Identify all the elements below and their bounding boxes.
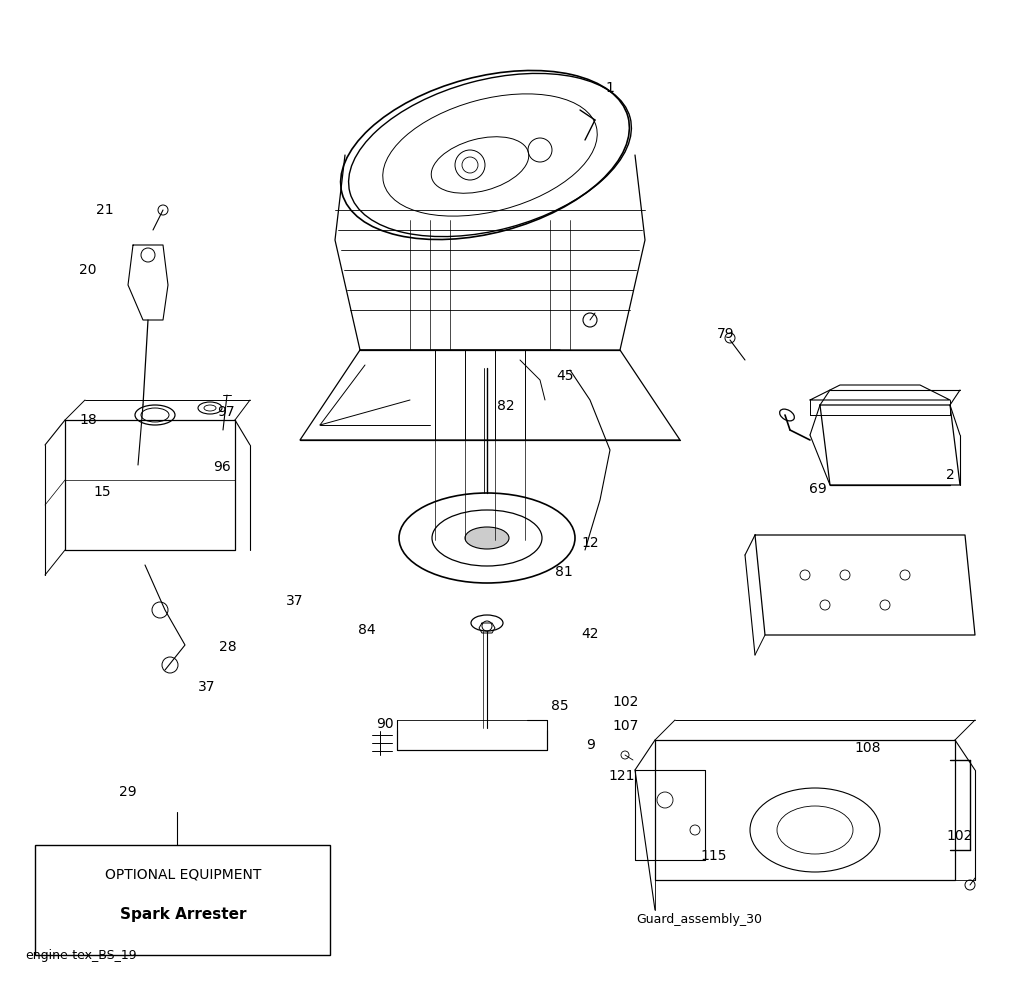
Text: 97: 97 (217, 405, 234, 419)
Text: 107: 107 (612, 719, 639, 733)
Text: 96: 96 (213, 460, 230, 474)
Text: 18: 18 (79, 413, 97, 427)
Text: Guard_assembly_30: Guard_assembly_30 (636, 913, 762, 927)
Text: 1: 1 (605, 81, 614, 95)
Text: 85: 85 (551, 699, 568, 713)
Text: 15: 15 (93, 485, 111, 499)
Text: 2: 2 (945, 468, 954, 482)
Text: 45: 45 (556, 369, 573, 383)
Text: 102: 102 (947, 829, 973, 843)
Text: 121: 121 (608, 769, 635, 783)
Text: 37: 37 (287, 594, 304, 608)
Text: 21: 21 (96, 203, 114, 217)
Text: 102: 102 (612, 695, 639, 709)
Text: 20: 20 (79, 263, 96, 277)
Text: OPTIONAL EQUIPMENT: OPTIONAL EQUIPMENT (104, 868, 261, 882)
Text: 79: 79 (717, 327, 735, 341)
Text: 84: 84 (358, 623, 376, 637)
Text: 115: 115 (700, 849, 727, 863)
Text: 82: 82 (498, 399, 515, 413)
Text: 81: 81 (555, 565, 572, 579)
Text: 9: 9 (587, 738, 595, 752)
Text: 12: 12 (582, 536, 599, 550)
Text: 108: 108 (855, 741, 882, 755)
Text: engine-tex_BS_19: engine-tex_BS_19 (25, 949, 136, 961)
Text: Spark Arrester: Spark Arrester (120, 907, 246, 922)
Text: 37: 37 (199, 680, 216, 694)
Ellipse shape (465, 527, 509, 549)
Text: 29: 29 (119, 785, 137, 799)
Text: 90: 90 (376, 717, 394, 731)
Text: 42: 42 (582, 627, 599, 641)
Text: 28: 28 (219, 640, 237, 654)
Text: 69: 69 (809, 482, 826, 496)
Bar (35, 845, 330, 955)
